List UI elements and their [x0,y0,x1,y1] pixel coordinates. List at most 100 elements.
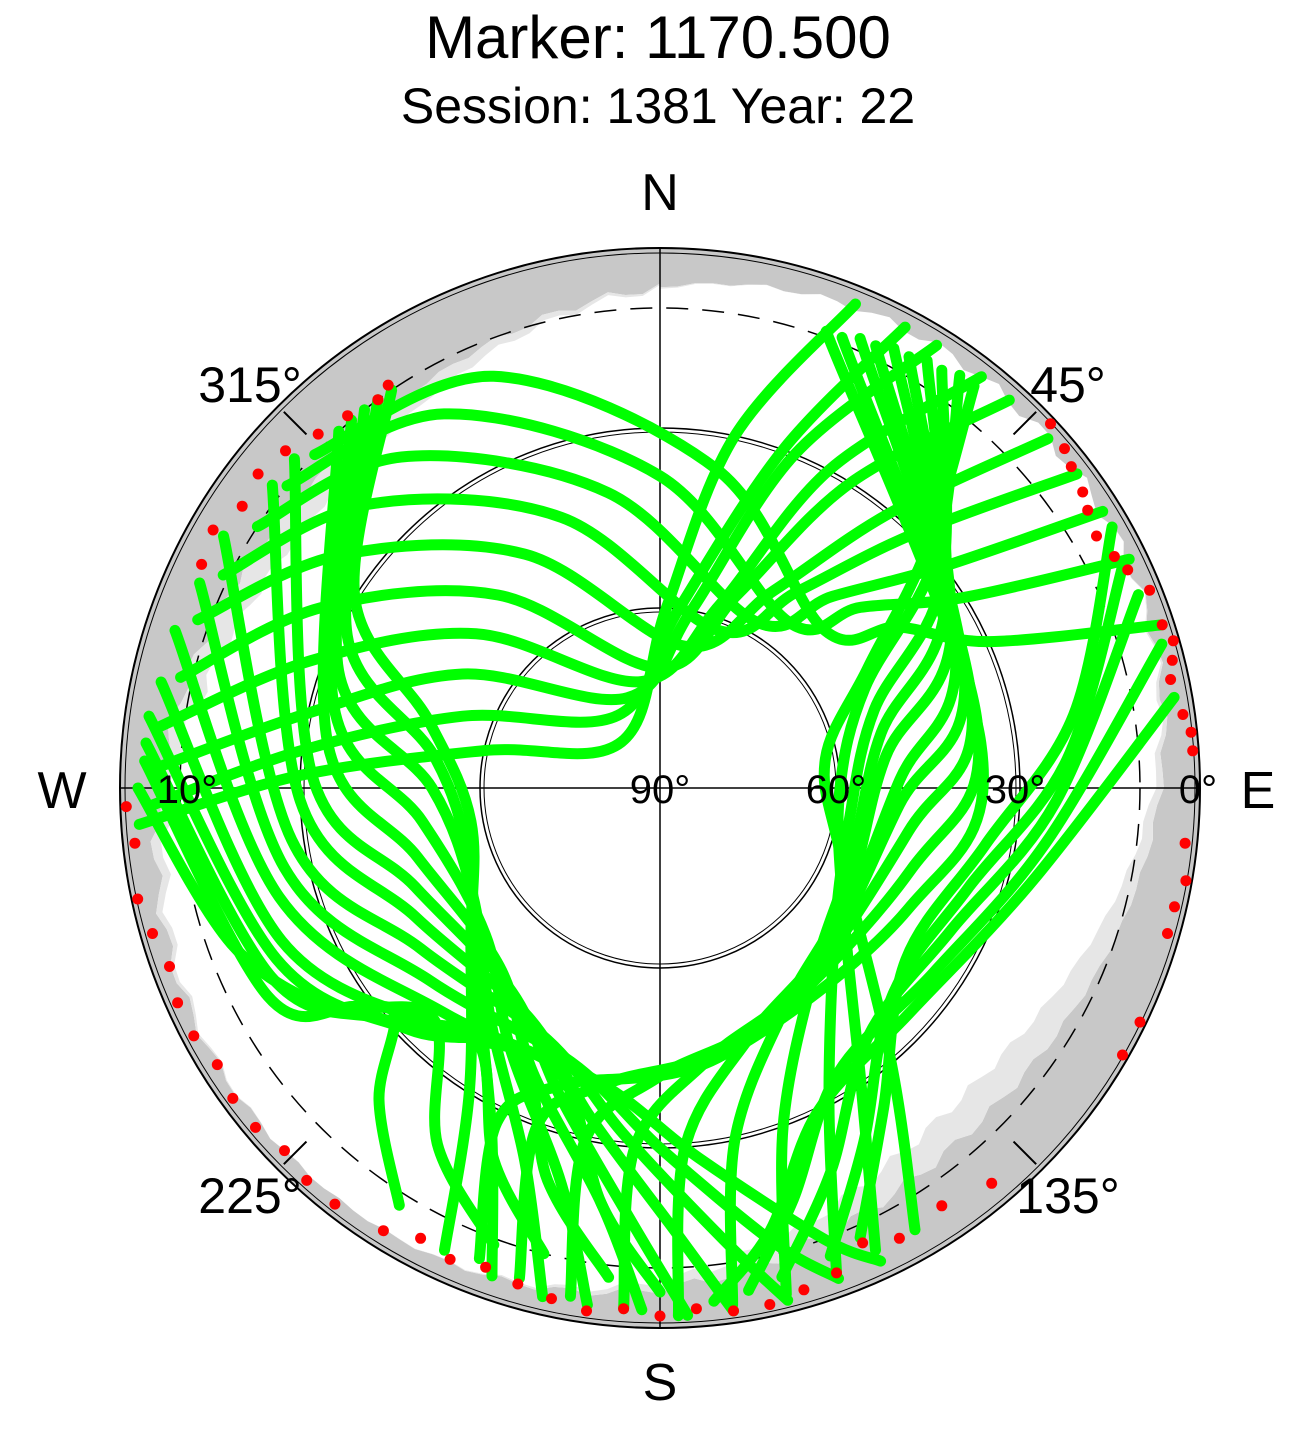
azimuth-label-315: 315° [198,357,301,413]
chart-title: Marker: 1170.500 [425,4,891,71]
azimuth-tick-45 [1012,411,1037,436]
track-32 [140,737,550,1260]
endpoint-7 [1122,564,1134,576]
elevation-label-60: 60° [806,768,867,812]
track-3 [154,371,987,733]
endpoint-32 [618,1303,630,1315]
endpoint-55 [236,500,248,512]
track-20 [348,384,480,1256]
elevation-label-30: 30° [985,768,1046,812]
track-2 [144,339,943,776]
endpoint-30 [690,1303,702,1315]
endpoint-54 [207,524,219,536]
track-38 [743,638,1168,1296]
endpoint-0 [1045,418,1056,430]
endpoint-27 [798,1284,810,1296]
endpoint-57 [280,445,291,457]
endpoint-14 [1185,726,1197,738]
azimuth-label-225: 225° [198,1168,301,1224]
endpoint-51 [129,837,141,849]
endpoint-9 [1156,619,1168,631]
azimuth-label-45: 45° [1030,357,1106,413]
endpoint-46 [188,1030,200,1042]
endpoint-45 [211,1059,223,1071]
endpoint-56 [252,468,264,480]
east-label: E [1241,762,1276,820]
endpoint-26 [831,1267,842,1279]
endpoint-61 [382,379,394,391]
endpoint-15 [1187,745,1199,757]
endpoint-6 [1108,551,1120,562]
endpoint-13 [1177,709,1189,720]
azimuth-tick-315 [283,411,308,436]
west-label: W [37,762,86,820]
endpoint-22 [986,1177,998,1189]
endpoint-12 [1165,674,1177,685]
endpoint-5 [1091,530,1102,542]
endpoint-35 [512,1278,524,1290]
track-27 [218,530,794,1306]
endpoint-49 [147,928,158,939]
azimuth-label-135: 135° [1016,1168,1119,1224]
endpoint-36 [480,1261,492,1273]
endpoint-16 [1179,837,1191,849]
endpoint-31 [654,1310,666,1322]
elevation-label-0: 0° [1179,768,1217,812]
endpoint-20 [1134,1016,1146,1028]
endpoint-41 [301,1174,313,1186]
chart-subtitle: Session: 1381 Year: 22 [401,78,915,134]
track-28 [194,577,844,1284]
endpoint-8 [1144,584,1156,596]
endpoint-44 [227,1092,239,1104]
endpoint-23 [936,1200,948,1212]
endpoint-40 [329,1198,341,1210]
track-34 [132,782,405,1211]
endpoint-34 [546,1293,557,1305]
endpoint-11 [1166,654,1178,666]
track-26 [266,479,739,1317]
endpoint-29 [728,1305,739,1317]
endpoint-28 [764,1299,776,1310]
north-label: N [641,164,679,222]
azimuth-tick-135 [1012,1140,1037,1165]
endpoint-19 [1162,928,1173,939]
track-25 [288,453,694,1321]
endpoint-10 [1167,635,1179,647]
endpoint-2 [1065,461,1077,473]
track-39 [708,691,1180,1307]
endpoint-33 [581,1305,592,1317]
endpoint-39 [377,1225,389,1237]
elevation-label-90: 90° [630,768,691,812]
endpoint-18 [1169,901,1180,913]
endpoint-53 [196,558,208,570]
track-9 [309,370,1168,648]
endpoint-38 [415,1232,427,1244]
endpoint-48 [164,961,175,972]
track-37 [776,589,1144,1283]
endpoint-24 [893,1232,905,1244]
track-19 [473,325,989,1264]
south-label: S [643,1354,678,1412]
track-0 [133,298,861,830]
track-35 [854,521,1118,1243]
endpoint-25 [857,1237,869,1249]
endpoint-42 [279,1145,290,1157]
endpoint-52 [120,801,132,813]
endpoint-4 [1082,504,1094,516]
elevation-label-10: 10° [157,768,218,812]
endpoint-21 [1117,1049,1128,1061]
endpoint-60 [372,394,384,406]
endpoint-58 [312,428,324,440]
endpoint-3 [1077,486,1089,498]
track-8 [281,408,1135,636]
endpoint-37 [444,1253,456,1265]
endpoint-17 [1180,875,1192,887]
azimuth-tick-225 [283,1140,308,1165]
endpoint-59 [342,410,354,422]
plot-area [119,247,1201,1329]
track-23 [325,414,593,1311]
endpoint-43 [250,1121,261,1133]
track-36 [824,556,1130,1262]
endpoint-50 [132,893,144,905]
